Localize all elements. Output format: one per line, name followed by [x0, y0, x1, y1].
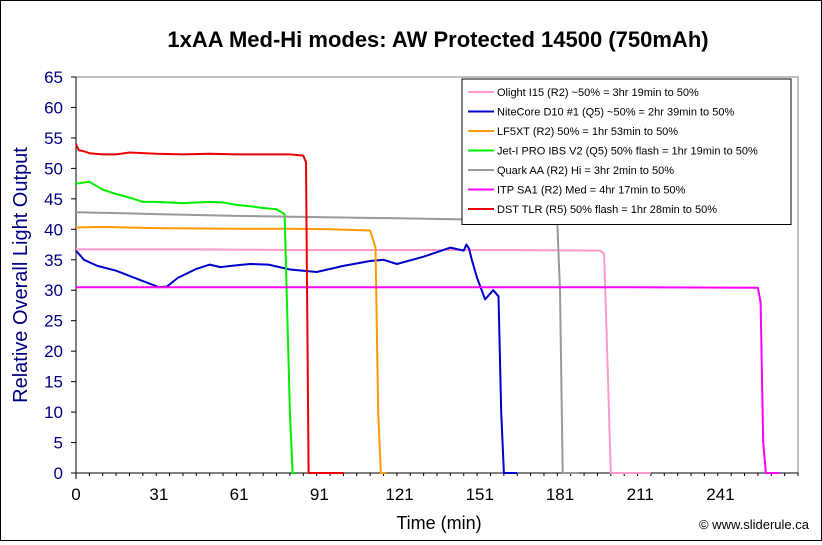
y-tick-label: 50: [44, 159, 63, 178]
y-tick-label: 0: [54, 464, 63, 483]
series-line-3: [75, 180, 296, 474]
y-tick-label: 25: [44, 312, 63, 331]
plot-area: 0 5 10 15 20 25 30 35 40 45 50 55 60 65 0 31 61 91 121 151 1…: [44, 68, 799, 504]
y-axis-label: Relative Overall Light Output: [10, 147, 32, 403]
y-tick-label: 60: [44, 98, 63, 117]
y-tick-label: 40: [44, 220, 63, 239]
y-tick-label: 20: [44, 342, 63, 361]
series-line-5: [76, 286, 780, 474]
legend: [461, 78, 792, 225]
y-tick-label: 30: [44, 281, 63, 300]
x-tick-label: 181: [546, 485, 574, 504]
y-tick-label: 65: [44, 68, 63, 87]
legend-label: Jet-I PRO IBS V2 (Q5) 50% flash = 1hr 19…: [497, 146, 758, 158]
legend-label: Quark AA (R2) Hi = 3hr 2min to 50%: [497, 165, 674, 177]
chart-title: 1xAA Med-Hi modes: AW Protected 14500 (7…: [167, 27, 708, 52]
y-tick-label: 55: [44, 129, 63, 148]
legend-label: DST TLR (R5) 50% flash = 1hr 28min to 50…: [497, 204, 717, 216]
series-line-6: [75, 143, 344, 474]
series-line-2: [75, 225, 387, 474]
x-tick-label: 91: [310, 485, 329, 504]
legend-label: LF5XT (R2) 50% = 1hr 53min to 50%: [497, 126, 678, 138]
x-tick-label: 121: [385, 485, 413, 504]
credit-text: © www.sliderule.ca: [699, 517, 810, 532]
y-tick-label: 10: [44, 403, 63, 422]
y-tick-label: 15: [44, 373, 63, 392]
x-tick-label: 0: [71, 485, 80, 504]
legend-label: NiteCore D10 #1 (Q5) ~50% = 2hr 39min to…: [497, 107, 734, 119]
legend-label: ITP SA1 (R2) Med = 4hr 17min to 50%: [497, 185, 686, 197]
x-axis-label: Time (min): [396, 513, 481, 533]
x-tick-label: 211: [627, 485, 654, 504]
y-tick-label: 35: [44, 251, 63, 270]
x-tick-label: 151: [466, 485, 494, 504]
x-tick-label: 61: [230, 485, 249, 504]
y-tick-label: 5: [54, 434, 63, 453]
x-tick-label: 31: [149, 485, 168, 504]
x-tick-label: 241: [706, 485, 734, 504]
series-line-0: [76, 248, 651, 474]
legend-label: Olight I15 (R2) ~50% = 3hr 19min to 50%: [497, 87, 699, 99]
y-tick-label: 45: [44, 190, 63, 209]
